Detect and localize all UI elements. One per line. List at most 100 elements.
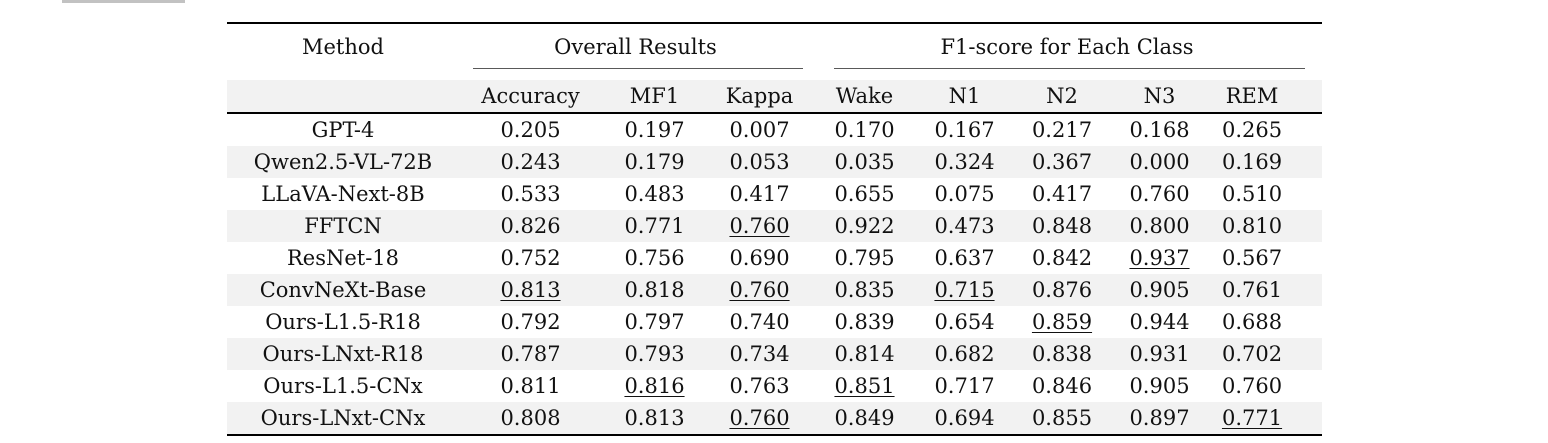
underlined-value: 0.816 [624,374,685,398]
method-header-label: Method [302,35,384,59]
underlined-value: 0.760 [729,214,790,238]
value-cell: 0.007 [729,118,790,142]
value-cell: 0.811 [500,374,561,398]
column-header-n1: N1 [917,80,1012,114]
value-cell: 0.839 [834,310,895,334]
value-cell: 0.075 [934,182,995,206]
value-cell: 0.417 [1031,182,1093,206]
column-header-kappa: Kappa [707,80,812,114]
column-header-n2: N2 [1012,80,1112,114]
underlined-value: 0.851 [834,374,895,398]
value-cell: 0.197 [624,118,685,142]
underlined-value: 0.859 [1031,310,1093,334]
method-cell: Ours-L1.5-R18 [265,310,421,334]
value-cell: 0.763 [729,374,790,398]
value-cell: 0.792 [500,310,561,334]
group-header-f1-each-class: F1-score for Each Class [812,23,1322,80]
column-header-rem: REM [1207,80,1323,114]
column-header-mf1: MF1 [602,80,707,114]
value-cell: 0.851 [812,370,917,402]
overall-results-rule [473,68,803,69]
f1-each-class-rule [834,68,1306,69]
f1-each-class-label: F1-score for Each Class [940,35,1194,59]
value-cell: 0.637 [934,246,995,270]
value-cell: 0.846 [1031,374,1093,398]
value-cell: 0.859 [1012,306,1112,338]
value-cell: 0.771 [624,214,685,238]
method-cell: Ours-LNxt-R18 [262,342,424,366]
value-cell: 0.813 [459,274,602,306]
value-cell: 0.876 [1031,278,1093,302]
results-table: Method Overall Results F1-score for Each… [227,22,1323,436]
value-cell: 0.053 [729,150,790,174]
value-cell: 0.922 [834,214,895,238]
method-cell: Ours-L1.5-CNx [263,374,423,398]
underlined-value: 0.813 [500,278,561,302]
column-header-accuracy: Accuracy [459,80,602,114]
value-cell: 0.168 [1129,118,1190,142]
value-cell: 0.760 [707,210,812,242]
value-cell: 0.937 [1112,242,1207,274]
value-cell: 0.816 [602,370,707,402]
method-cell: LLaVA-Next-8B [261,182,425,206]
value-cell: 0.905 [1129,278,1190,302]
value-cell: 0.849 [834,406,895,430]
method-cell: FFTCN [304,214,382,238]
table-row: FFTCN 0.826 0.771 0.760 0.922 0.473 0.848 0.800… [227,210,1323,242]
cropped-ui-fragment [62,0,185,3]
value-cell: 0.169 [1221,150,1283,174]
value-cell: 0.848 [1031,214,1093,238]
value-cell: 0.035 [834,150,895,174]
value-cell: 0.760 [707,402,812,435]
underlined-value: 0.760 [729,406,790,430]
value-cell: 0.265 [1221,118,1283,142]
value-cell: 0.715 [917,274,1012,306]
group-header-overall-results: Overall Results [459,23,812,80]
value-cell: 0.690 [729,246,790,270]
value-cell: 0.787 [500,342,561,366]
value-cell: 0.818 [624,278,685,302]
column-header-method: Method [227,23,459,80]
value-cell: 0.944 [1129,310,1190,334]
value-cell: 0.793 [624,342,685,366]
value-cell: 0.217 [1031,118,1093,142]
value-cell: 0.813 [624,406,685,430]
value-cell: 0.752 [500,246,561,270]
value-cell: 0.905 [1129,374,1190,398]
subheader-empty [227,80,459,114]
table-row: Ours-L1.5-CNx 0.811 0.816 0.763 0.851 0.717 0.… [227,370,1322,402]
value-cell: 0.838 [1031,342,1093,366]
value-cell: 0.760 [1129,182,1190,206]
value-cell: 0.842 [1031,246,1093,270]
method-cell: ConvNeXt-Base [259,278,427,302]
value-cell: 0.897 [1129,406,1190,430]
table-row: Ours-LNxt-CNx 0.808 0.813 0.760 0.849 0.694 0.… [227,402,1323,435]
table-body: GPT-4 0.205 0.197 0.007 0.170 0.167 0.217 0.168… [227,113,1323,435]
value-cell: 0.682 [934,342,995,366]
results-table-container: Method Overall Results F1-score for Each… [227,22,1323,436]
value-cell: 0.760 [1221,374,1283,398]
value-cell: 0.483 [624,182,685,206]
value-cell: 0.734 [729,342,790,366]
value-cell: 0.761 [1221,278,1283,302]
value-cell: 0.795 [834,246,895,270]
value-cell: 0.167 [934,118,995,142]
value-cell: 0.855 [1031,406,1093,430]
value-cell: 0.835 [834,278,895,302]
value-cell: 0.826 [500,214,561,238]
underlined-value: 0.771 [1221,406,1283,430]
value-cell: 0.567 [1221,246,1283,270]
value-cell: 0.694 [934,406,995,430]
value-cell: 0.243 [500,150,561,174]
value-cell: 0.170 [834,118,895,142]
method-cell: Qwen2.5-VL-72B [253,150,433,174]
value-cell: 0.654 [934,310,995,334]
value-cell: 0.510 [1221,182,1283,206]
table-row: Ours-L1.5-R18 0.792 0.797 0.740 0.839 0.654 0.… [227,306,1322,338]
underlined-value: 0.715 [934,278,995,302]
value-cell: 0.000 [1129,150,1190,174]
value-cell: 0.533 [500,182,561,206]
value-cell: 0.810 [1221,214,1283,238]
column-header-n3: N3 [1112,80,1207,114]
value-cell: 0.800 [1129,214,1190,238]
